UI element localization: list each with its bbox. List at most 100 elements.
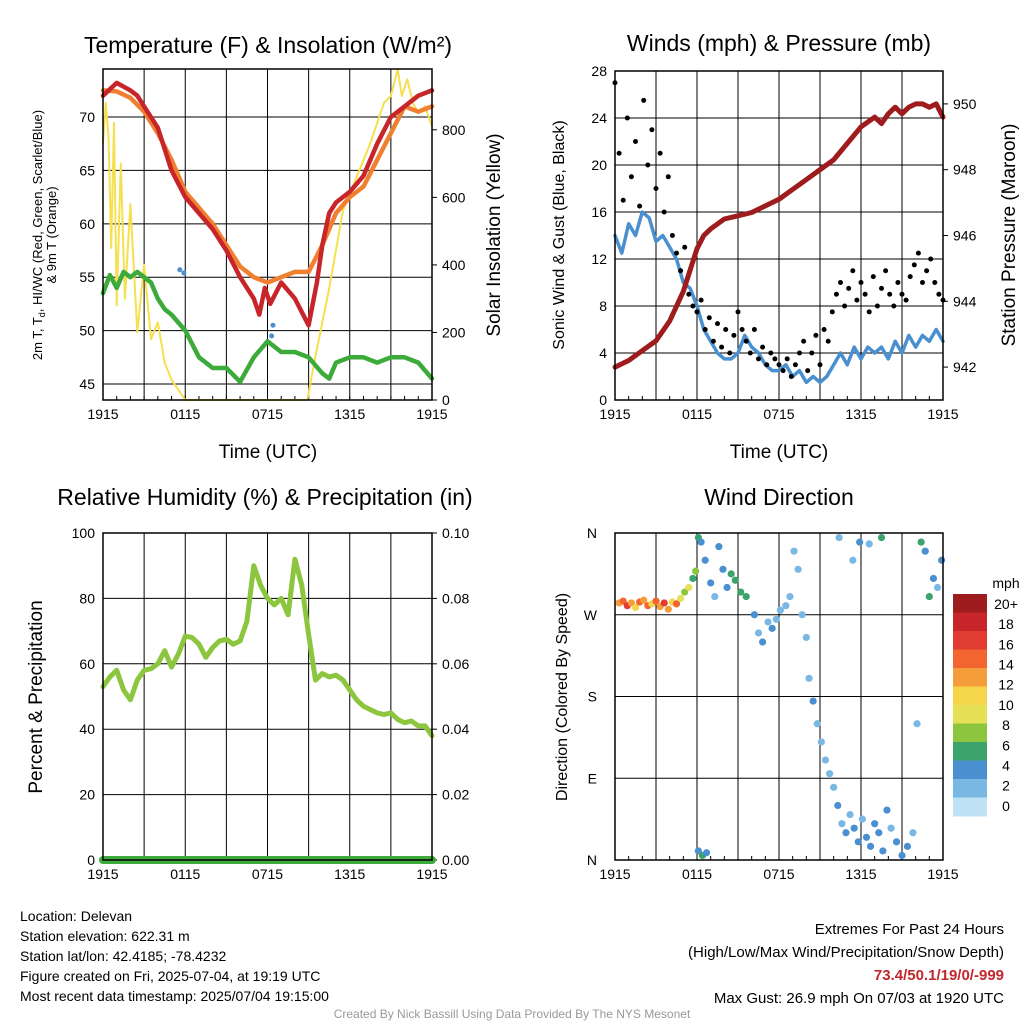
y2-tick-label: 0.00	[442, 852, 469, 868]
y-tick-label: 0	[599, 392, 607, 408]
direction-point	[835, 533, 843, 542]
humidity-line	[100, 556, 435, 739]
gust-point	[801, 338, 807, 344]
plot-frame	[614, 532, 944, 861]
heat-index-point	[270, 322, 276, 328]
gust-point	[620, 197, 626, 203]
gust-point	[920, 280, 925, 285]
direction-point	[719, 565, 727, 573]
gust-point	[768, 350, 774, 356]
direction-point	[664, 605, 672, 613]
gust-point	[735, 309, 741, 315]
gust-point	[899, 291, 905, 297]
direction-point	[782, 602, 790, 610]
gust-point	[932, 280, 938, 285]
y-tick-label: 24	[591, 110, 607, 126]
chart-title: Wind Direction	[704, 484, 854, 510]
colorbar-swatch	[953, 723, 987, 743]
gust-point	[915, 250, 921, 256]
gust-point	[911, 262, 917, 268]
y-tick-label: 16	[591, 204, 607, 220]
direction-point	[727, 570, 735, 578]
y-axis-label: Direction (Colored By Speed)	[554, 593, 571, 801]
colorbar-swatch	[953, 779, 987, 798]
colorbar-swatch	[953, 631, 987, 650]
gust-point	[846, 285, 852, 291]
y-tick-label: 65	[79, 162, 95, 178]
direction-point	[929, 574, 938, 583]
gust-point	[751, 327, 757, 332]
gust-point	[665, 174, 671, 180]
gust-point	[883, 268, 889, 274]
direction-point	[754, 629, 763, 637]
y-tick-label: 12	[591, 251, 607, 267]
figure: 1915 0115 0715 1315 191545505560657002004006…	[26, 30, 1020, 882]
gust-point	[686, 291, 692, 297]
y-axis-label: Sonic Wind & Gust (Blue, Black)	[551, 120, 568, 349]
direction-point	[689, 574, 697, 583]
direction-point	[701, 556, 709, 564]
y-axis-label: 2m T, Td, HI/WC (Red, Green, Scarlet/Blu…	[30, 110, 47, 360]
direction-point	[802, 633, 810, 642]
colorbar-label: 12	[998, 677, 1014, 693]
gust-point	[641, 97, 647, 103]
direction-point	[933, 583, 942, 592]
direction-point	[711, 592, 719, 601]
gust-point	[813, 332, 819, 338]
direction-point	[768, 624, 776, 632]
y-tick-label: S	[588, 689, 597, 705]
direction-point	[772, 615, 780, 623]
max-gust-text: Max Gust: 26.9 mph On 07/03 at 1920 UTC	[713, 990, 1004, 1007]
gust-point	[747, 350, 753, 356]
gust-point	[649, 127, 655, 133]
x-tick-label: 0115	[170, 866, 200, 882]
colorbar-title: mph	[992, 575, 1019, 591]
credit-text: Created By Nick Bassill Using Data Provi…	[333, 1007, 691, 1021]
y2-tick-label: 200	[442, 324, 466, 340]
gust-point	[743, 338, 749, 344]
gust-point	[809, 350, 815, 356]
y-tick-label: 70	[79, 109, 95, 125]
y-tick-label: N	[587, 852, 597, 868]
direction-point	[672, 600, 681, 608]
y-tick-label: 50	[79, 323, 95, 339]
x-tick-label: 1915	[87, 406, 118, 422]
y2-tick-label: 948	[953, 162, 977, 178]
gust-point	[792, 362, 798, 368]
x-tick-label: 1315	[845, 866, 876, 882]
gust-point	[674, 250, 679, 256]
direction-point	[697, 538, 705, 546]
gust-point	[858, 280, 864, 285]
direction-point	[854, 838, 862, 846]
x-tick-label: 1315	[334, 406, 365, 422]
direction-point	[825, 770, 834, 778]
gust-point	[669, 233, 675, 238]
y2-tick-label: 0	[442, 392, 450, 408]
extremes-values: 73.4/50.1/19/0/-999	[873, 967, 1004, 984]
direction-point	[764, 618, 772, 626]
x-tick-label: 0115	[170, 406, 200, 422]
gust-point	[637, 203, 643, 209]
gust-point	[833, 291, 839, 297]
gust-point	[772, 356, 778, 362]
gust-point	[862, 291, 868, 297]
gust-point	[653, 186, 659, 191]
x-axis-label: Time (UTC)	[219, 442, 318, 463]
y-tick-label: 20	[79, 787, 95, 803]
x-tick-label: 0715	[252, 406, 283, 422]
gust-point	[874, 303, 880, 309]
x-tick-label: 0115	[682, 866, 712, 882]
direction-point	[903, 842, 912, 850]
gust-point	[698, 297, 704, 303]
gust-point	[928, 256, 934, 262]
y-tick-label: N	[587, 525, 597, 541]
gust-point	[776, 362, 782, 368]
gust-point	[682, 244, 688, 250]
y-tick-label: W	[584, 607, 598, 623]
direction-point	[692, 567, 700, 575]
direction-point	[685, 583, 693, 592]
colorbar-swatch	[953, 668, 987, 687]
colorbar-swatch	[953, 649, 987, 669]
direction-point	[938, 556, 946, 564]
x-tick-label: 0715	[252, 866, 283, 882]
